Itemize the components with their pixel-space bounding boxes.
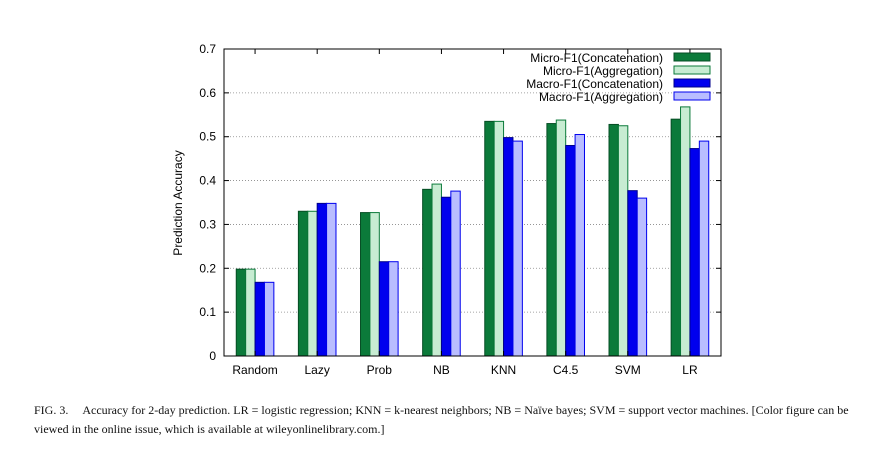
- bar: [297, 210, 309, 357]
- y-tick-label: 0.6: [199, 86, 216, 100]
- bar: [254, 281, 265, 357]
- bar: [555, 119, 567, 357]
- x-tick-label: LR: [682, 363, 698, 377]
- bar: [503, 137, 514, 357]
- figure-label: FIG. 3.: [34, 403, 69, 417]
- bar: [235, 268, 247, 357]
- bar: [450, 190, 461, 357]
- bar: [360, 212, 371, 357]
- bar-chart: 0 0.1 0.2 0.3 0.4 0.5 0.6 0.7 Random Lazy Prob NB K…: [171, 42, 722, 377]
- x-tick-label: Prob: [367, 363, 393, 377]
- bar: [512, 140, 523, 357]
- bar: [316, 202, 328, 357]
- bar: [680, 106, 691, 357]
- bar: [263, 281, 275, 357]
- y-tick-label: 0.4: [199, 174, 216, 188]
- x-tick-label: C4.5: [553, 363, 579, 377]
- bar: [440, 196, 452, 357]
- legend-swatch: [673, 91, 711, 101]
- legend-swatch: [673, 65, 711, 75]
- bar: [431, 183, 442, 357]
- bar: [484, 120, 495, 357]
- bar: [546, 123, 557, 357]
- bar: [617, 125, 629, 357]
- bar: [565, 144, 576, 357]
- bar: [698, 140, 710, 357]
- bar: [574, 134, 585, 357]
- bar: [388, 261, 399, 357]
- x-tick-label: NB: [433, 363, 450, 377]
- plot-frame: [223, 48, 722, 357]
- figure-caption: FIG. 3. Accuracy for 2-day prediction. LR…: [34, 401, 864, 439]
- y-tick-label: 0.2: [199, 261, 216, 275]
- bar: [369, 212, 380, 357]
- x-tick-label: KNN: [491, 363, 516, 377]
- bar: [636, 197, 648, 357]
- caption-text: Accuracy for 2-day prediction. LR = logi…: [34, 403, 849, 436]
- bar: [245, 268, 256, 357]
- y-ticks: 0 0.1 0.2 0.3 0.4 0.5 0.6 0.7: [199, 42, 721, 363]
- bar: [326, 202, 337, 357]
- x-tick-label: SVM: [615, 363, 641, 377]
- bar: [307, 210, 318, 357]
- bar: [608, 123, 619, 357]
- x-tick-label: Lazy: [305, 363, 330, 377]
- bar: [627, 190, 638, 357]
- bar: [670, 118, 682, 357]
- legend-label: Micro-F1(Concatenation): [530, 51, 663, 65]
- legend-swatch: [673, 78, 711, 88]
- y-tick-label: 0: [209, 349, 216, 363]
- x-ticks: Random Lazy Prob NB KNN C4.5 SVM LR: [232, 49, 698, 377]
- bar: [422, 188, 433, 357]
- legend-label: Macro-F1(Concatenation): [526, 77, 663, 91]
- bar: [493, 120, 505, 357]
- y-tick-label: 0.5: [199, 130, 216, 144]
- bars: [235, 106, 710, 357]
- bar: [378, 261, 390, 357]
- axes: [223, 48, 722, 357]
- y-axis-label: Prediction Accuracy: [171, 150, 185, 255]
- x-tick-label: Random: [232, 363, 277, 377]
- bar: [689, 148, 700, 357]
- legend: Micro-F1(Concatenation)Micro-F1(Aggregat…: [526, 51, 711, 104]
- legend-label: Micro-F1(Aggregation): [543, 64, 663, 78]
- legend-swatch: [673, 52, 711, 62]
- y-tick-label: 0.3: [199, 217, 216, 231]
- legend-label: Macro-F1(Aggregation): [539, 90, 663, 104]
- y-tick-label: 0.1: [199, 305, 216, 319]
- y-tick-label: 0.7: [199, 42, 216, 56]
